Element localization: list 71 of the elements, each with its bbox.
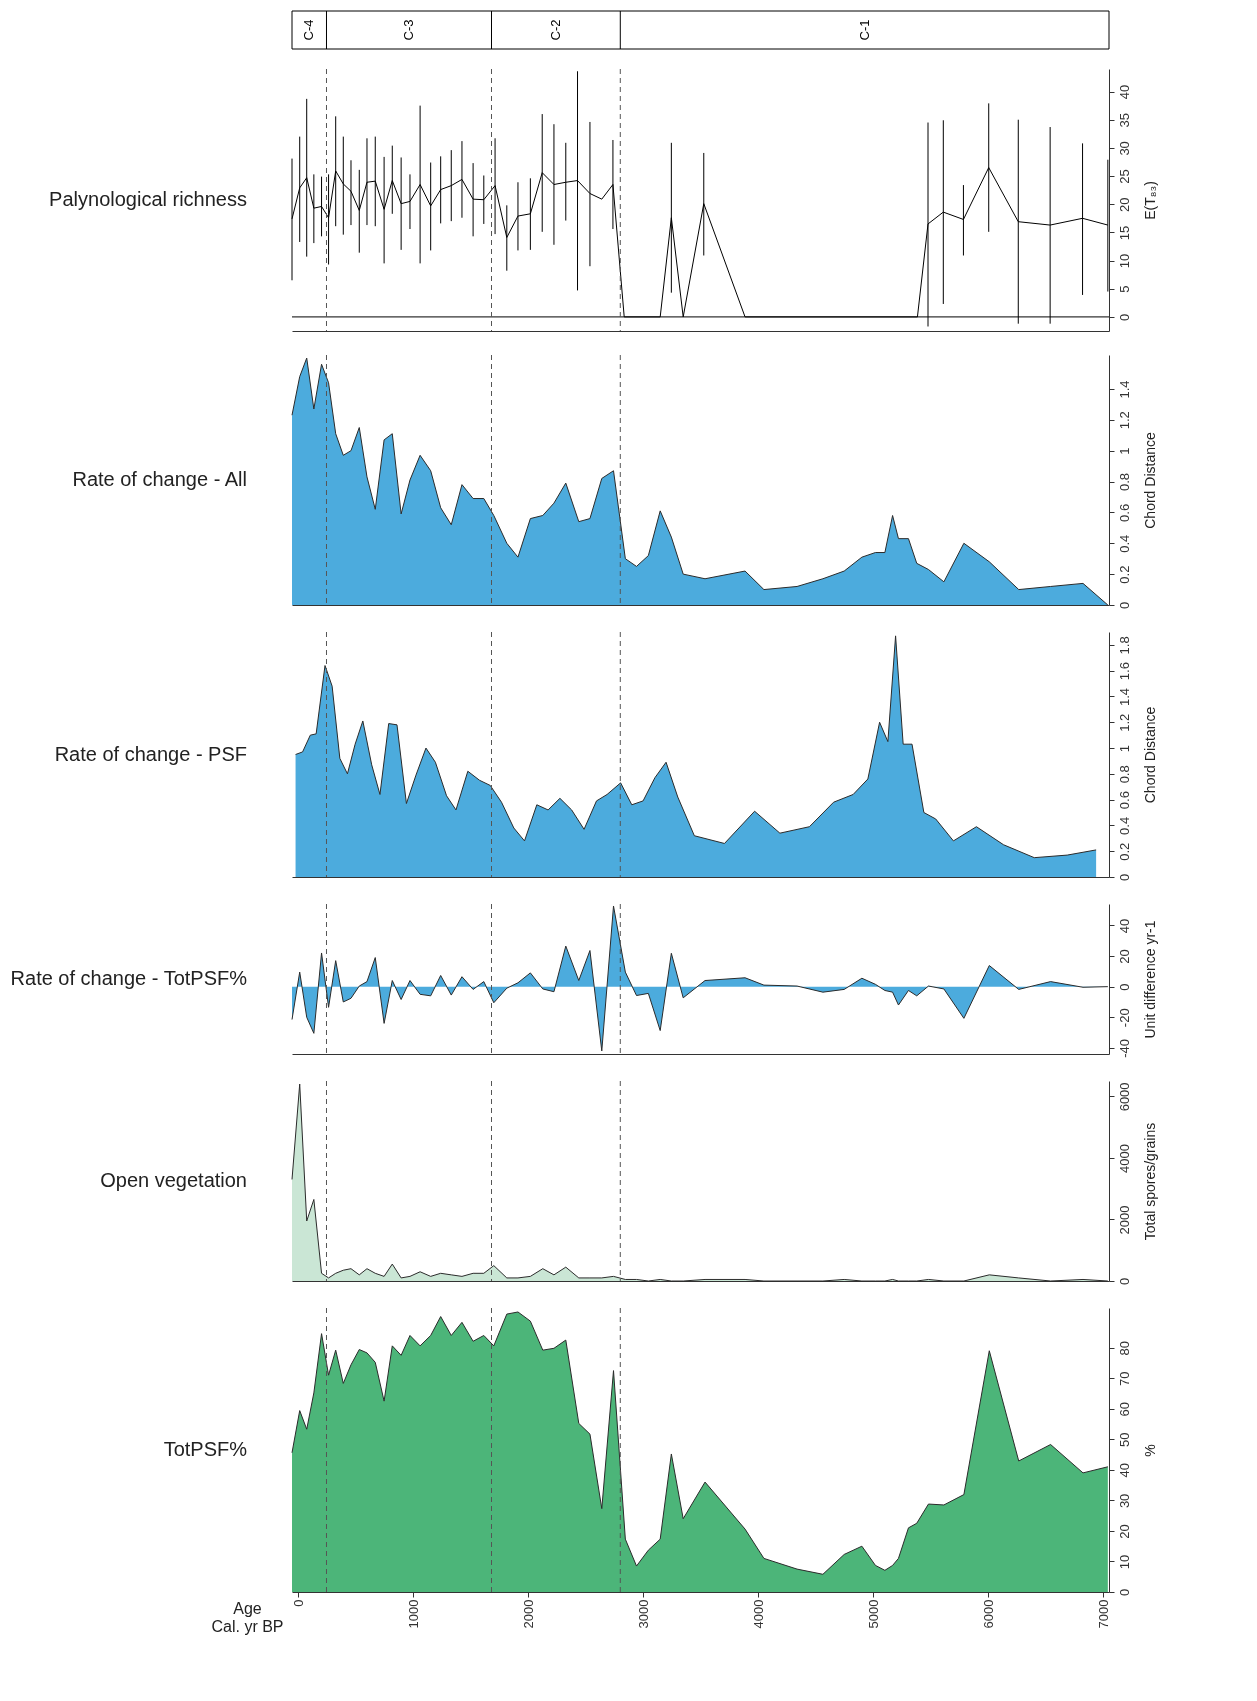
y-tick-label: 15 [1116,225,1132,241]
y-tick-label: 0 [1116,1277,1132,1286]
y-tick-label: 5 [1116,285,1132,293]
y-tick-label: 1.2 [1116,713,1132,732]
y-tick-label: 0.4 [1116,816,1132,835]
y-tick-label: 0.8 [1116,765,1132,784]
x-tick-label: 7000 [1095,1599,1111,1629]
text: Rate of change - All [72,468,247,490]
x-tick-label: 1000 [405,1599,421,1629]
y-axis-title: % [1141,1444,1158,1457]
y-tick-label: 10 [1116,253,1132,269]
y-tick-label: 0 [1116,313,1132,322]
y-tick-label: 0.2 [1116,565,1132,584]
y-tick-label: 10 [1116,1554,1132,1570]
y-tick-label: 20 [1116,949,1132,964]
text: Rate of change - PSF [54,742,247,765]
y-axis-title: Chord Distance [1141,706,1158,804]
text: Cal. yr BP [211,1617,284,1635]
y-tick-label: 0.6 [1116,791,1132,810]
y-tick-label: 0.2 [1116,842,1132,861]
text: C-3 [401,19,416,41]
y-tick-label: 1.4 [1116,380,1132,399]
y-axis-title: Unit difference yr-1 [1141,920,1158,1039]
y-tick-label: 60 [1116,1402,1132,1417]
x-tick-label: 5000 [865,1599,881,1629]
y-tick-label: 50 [1116,1432,1132,1448]
y-axis-title: E(T₈₃) [1141,181,1158,220]
y-tick-label: 40 [1116,1463,1132,1478]
y-tick-label: 4000 [1116,1143,1132,1173]
text: Palynological richness [49,188,247,210]
text: C-2 [547,19,563,41]
x-tick-label: 0 [290,1599,306,1607]
y-tick-label: 0 [1116,1588,1132,1597]
y-tick-label: 0 [1116,873,1132,882]
y-tick-label: 0 [1116,983,1132,991]
y-axis-title: Chord Distance [1141,432,1158,529]
y-tick-label: 20 [1116,197,1132,212]
y-tick-label: 0 [1116,601,1132,610]
y-tick-label: 25 [1116,169,1132,184]
y-tick-label: 35 [1116,112,1132,128]
y-tick-label: 1.4 [1116,687,1132,707]
y-tick-label: 0.4 [1116,534,1132,553]
y-tick-label: -20 [1116,1008,1132,1028]
y-tick-label: 1.2 [1116,411,1132,430]
x-tick-label: 4000 [750,1599,766,1629]
y-tick-label: 40 [1116,84,1132,100]
y-tick-label: 40 [1116,918,1132,934]
text: Open vegetation [100,1169,247,1191]
y-tick-label: 1 [1116,744,1132,753]
x-tick-label: 3000 [635,1599,651,1629]
text: Rate of change - TotPSF% [10,967,248,989]
y-tick-label: 6000 [1116,1082,1132,1112]
text: C-4 [301,19,317,41]
x-axis-title: Age [233,1599,262,1617]
y-tick-label: 80 [1116,1340,1132,1356]
y-tick-label: 1.8 [1116,636,1132,655]
y-tick-label: -40 [1116,1038,1132,1058]
x-tick-label: 6000 [980,1599,996,1629]
y-tick-label: 0.8 [1116,473,1132,492]
y-tick-label: 70 [1116,1371,1132,1386]
text: TotPSF% [163,1438,248,1460]
y-tick-label: 0.6 [1116,503,1132,522]
text: C-1 [856,19,872,41]
y-axis-title: Total spores/grains [1141,1122,1158,1241]
x-tick-label: 2000 [520,1599,536,1629]
y-tick-label: 20 [1116,1524,1132,1539]
y-tick-label: 30 [1116,141,1132,156]
y-tick-label: 2000 [1116,1205,1132,1235]
y-tick-label: 1 [1116,447,1132,455]
y-tick-label: 1.6 [1116,662,1132,681]
y-tick-label: 30 [1116,1493,1132,1509]
